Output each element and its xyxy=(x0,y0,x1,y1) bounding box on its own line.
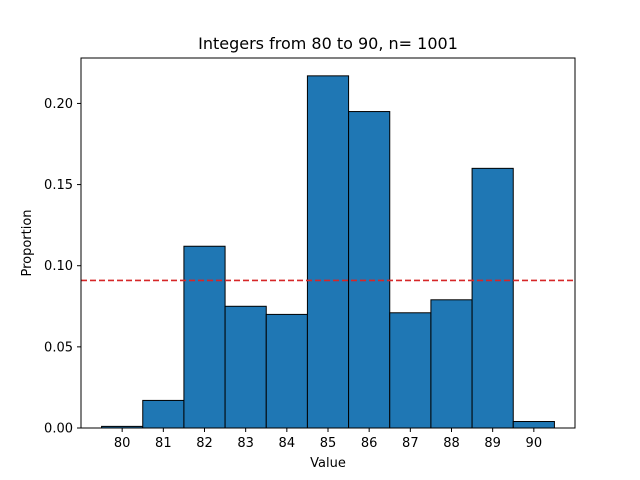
y-tick-label-2: 0.10 xyxy=(44,259,73,274)
y-ticks-group: 0.00 0.05 0.10 0.15 0.20 xyxy=(44,97,81,437)
bar-89 xyxy=(471,167,514,429)
y-tick-label-3: 0.15 xyxy=(44,178,73,193)
y-tick-label-4: 0.20 xyxy=(44,97,73,112)
bar-84 xyxy=(265,313,308,429)
bar-87 xyxy=(389,312,432,429)
x-ticks-group: 80 81 82 83 84 85 86 87 88 89 90 xyxy=(114,428,542,451)
chart-title: Integers from 80 to 90, n= 1001 xyxy=(198,34,458,53)
x-tick-label-84: 84 xyxy=(279,436,296,451)
bar-83 xyxy=(224,305,267,429)
bar-86 xyxy=(348,111,391,429)
bar-85 xyxy=(306,75,350,429)
bars-group xyxy=(101,75,555,429)
x-tick-label-82: 82 xyxy=(196,436,213,451)
y-axis-label: Proportion xyxy=(20,209,35,276)
x-tick-label-88: 88 xyxy=(443,436,460,451)
bar-90 xyxy=(512,421,555,429)
x-tick-label-87: 87 xyxy=(402,436,419,451)
y-tick-label-1: 0.05 xyxy=(44,340,73,355)
x-tick-label-89: 89 xyxy=(484,436,501,451)
x-tick-label-81: 81 xyxy=(155,436,172,451)
x-tick-label-90: 90 xyxy=(526,436,543,451)
plot-frame xyxy=(80,57,576,429)
bar-82 xyxy=(183,245,226,429)
x-tick-label-83: 83 xyxy=(237,436,254,451)
x-tick-label-85: 85 xyxy=(320,436,337,451)
bar-88 xyxy=(430,299,473,429)
x-tick-label-86: 86 xyxy=(361,436,378,451)
y-tick-label-0: 0.00 xyxy=(44,422,73,437)
x-tick-label-80: 80 xyxy=(114,436,131,451)
x-axis-label: Value xyxy=(310,456,346,471)
bar-81 xyxy=(142,399,185,429)
